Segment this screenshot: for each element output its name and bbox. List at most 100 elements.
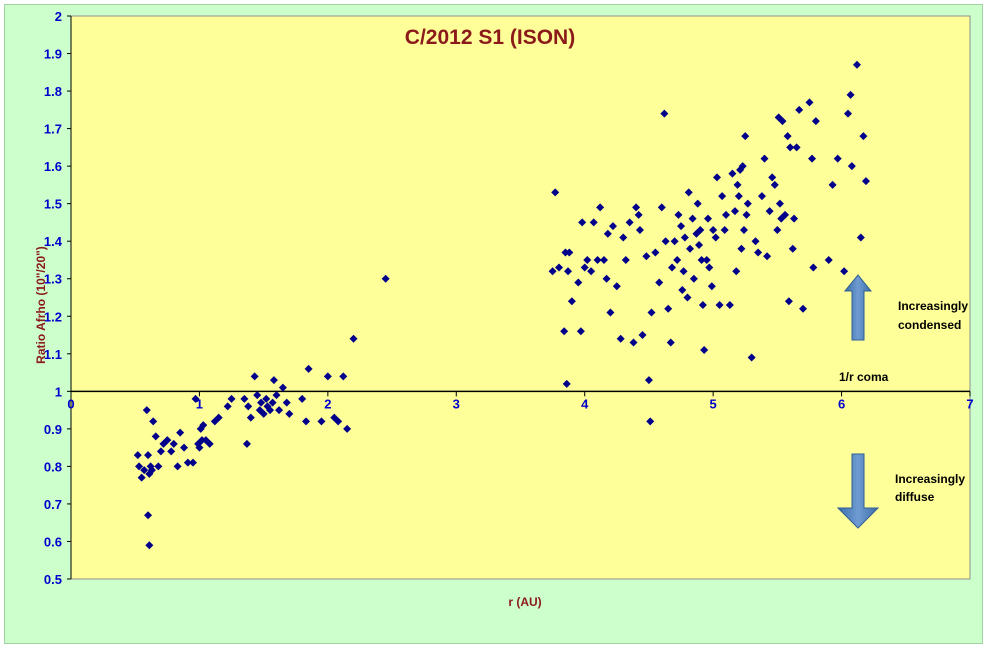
data-point xyxy=(555,263,564,272)
data-point xyxy=(191,394,200,403)
data-point xyxy=(859,132,868,141)
data-point xyxy=(302,417,311,426)
data-point xyxy=(788,244,797,253)
data-point xyxy=(808,154,817,163)
data-point xyxy=(262,394,271,403)
data-point xyxy=(583,255,592,264)
data-point xyxy=(343,424,352,433)
data-point xyxy=(619,233,628,242)
data-point xyxy=(576,327,585,336)
data-point xyxy=(142,406,151,415)
y-tick-label: 1.8 xyxy=(44,84,62,99)
data-point xyxy=(763,252,772,261)
data-point xyxy=(176,428,185,437)
down-arrow-icon xyxy=(836,453,880,529)
y-tick-label: 1.2 xyxy=(44,309,62,324)
data-point xyxy=(266,406,275,415)
data-point xyxy=(214,413,223,422)
data-point xyxy=(227,394,236,403)
data-point xyxy=(169,439,178,448)
data-point xyxy=(145,541,154,550)
data-point xyxy=(738,162,747,171)
data-point xyxy=(253,391,262,400)
data-point xyxy=(151,432,160,441)
data-point xyxy=(778,117,787,126)
data-point xyxy=(651,248,660,257)
data-point xyxy=(702,255,711,264)
x-tick-label: 7 xyxy=(966,396,973,411)
data-point xyxy=(199,421,208,430)
data-point xyxy=(679,267,688,276)
data-point xyxy=(599,255,608,264)
data-point xyxy=(693,199,702,208)
data-point xyxy=(246,413,255,422)
data-point xyxy=(632,203,641,212)
data-point xyxy=(304,364,313,373)
data-point xyxy=(709,225,718,234)
scatter-chart: C/2012 S1 (ISON) 0.5 0.6 0.7 0.8 0.9 1 1.1 1.2 1… xyxy=(34,9,974,609)
data-point xyxy=(163,436,172,445)
data-point xyxy=(781,210,790,219)
data-point xyxy=(616,334,625,343)
data-point xyxy=(638,331,647,340)
data-point xyxy=(799,304,808,313)
data-point xyxy=(790,214,799,223)
y-axis-label: Ratio Afrho (10"/20") xyxy=(34,246,48,364)
data-point xyxy=(167,447,176,456)
data-point xyxy=(677,222,686,231)
data-point xyxy=(156,447,165,456)
data-point xyxy=(783,132,792,141)
data-point xyxy=(349,334,358,343)
x-tick-label: 1 xyxy=(196,396,203,411)
data-point xyxy=(612,282,621,291)
data-point xyxy=(707,282,716,291)
data-point xyxy=(154,462,163,471)
y-tick-label: 0.8 xyxy=(44,459,62,474)
x-axis-label: r (AU) xyxy=(508,595,541,609)
data-point xyxy=(339,372,348,381)
y-tick-label: 1.9 xyxy=(44,47,62,62)
data-point xyxy=(323,372,332,381)
data-point xyxy=(275,406,284,415)
data-point xyxy=(678,285,687,294)
y-tick-label: 0.9 xyxy=(44,422,62,437)
data-point xyxy=(861,177,870,186)
data-point xyxy=(734,192,743,201)
data-point xyxy=(580,263,589,272)
data-point xyxy=(847,162,856,171)
data-point xyxy=(183,458,192,467)
chart-frame: C/2012 S1 (ISON) 0.5 0.6 0.7 0.8 0.9 1 1.1 1.2 1… xyxy=(4,4,983,644)
y-tick-label: 1.3 xyxy=(44,272,62,287)
data-point xyxy=(334,417,343,426)
y-axis-ticks: 0.5 0.6 0.7 0.8 0.9 1 1.1 1.2 1.3 1.4 1.5 1.6 1.7 1.8… xyxy=(44,9,71,587)
data-point xyxy=(743,199,752,208)
data-point xyxy=(824,255,833,264)
data-point xyxy=(255,406,264,415)
data-point xyxy=(661,237,670,246)
data-point xyxy=(195,443,204,452)
x-tick-label: 0 xyxy=(67,396,74,411)
data-point xyxy=(657,203,666,212)
data-point xyxy=(809,263,818,272)
data-point xyxy=(811,117,820,126)
data-point xyxy=(742,210,751,219)
x-axis-ticks: 0 1 2 3 4 5 6 7 xyxy=(67,391,974,411)
y-tick-label: 0.6 xyxy=(44,534,62,549)
data-point xyxy=(741,132,750,141)
data-point xyxy=(244,402,253,411)
data-point xyxy=(712,173,721,182)
down-arrow-label-line2: diffuse xyxy=(895,490,935,504)
data-point xyxy=(565,248,574,257)
data-point xyxy=(135,462,144,471)
data-point xyxy=(647,308,656,317)
data-point xyxy=(768,173,777,182)
data-point xyxy=(602,274,611,283)
chart-title: C/2012 S1 (ISON) xyxy=(405,26,575,49)
data-point xyxy=(133,451,142,460)
data-point xyxy=(269,376,278,385)
x-tick-label: 6 xyxy=(838,396,845,411)
data-point xyxy=(242,439,251,448)
data-point xyxy=(668,263,677,272)
x-tick-label: 5 xyxy=(710,396,717,411)
data-point xyxy=(137,473,146,482)
